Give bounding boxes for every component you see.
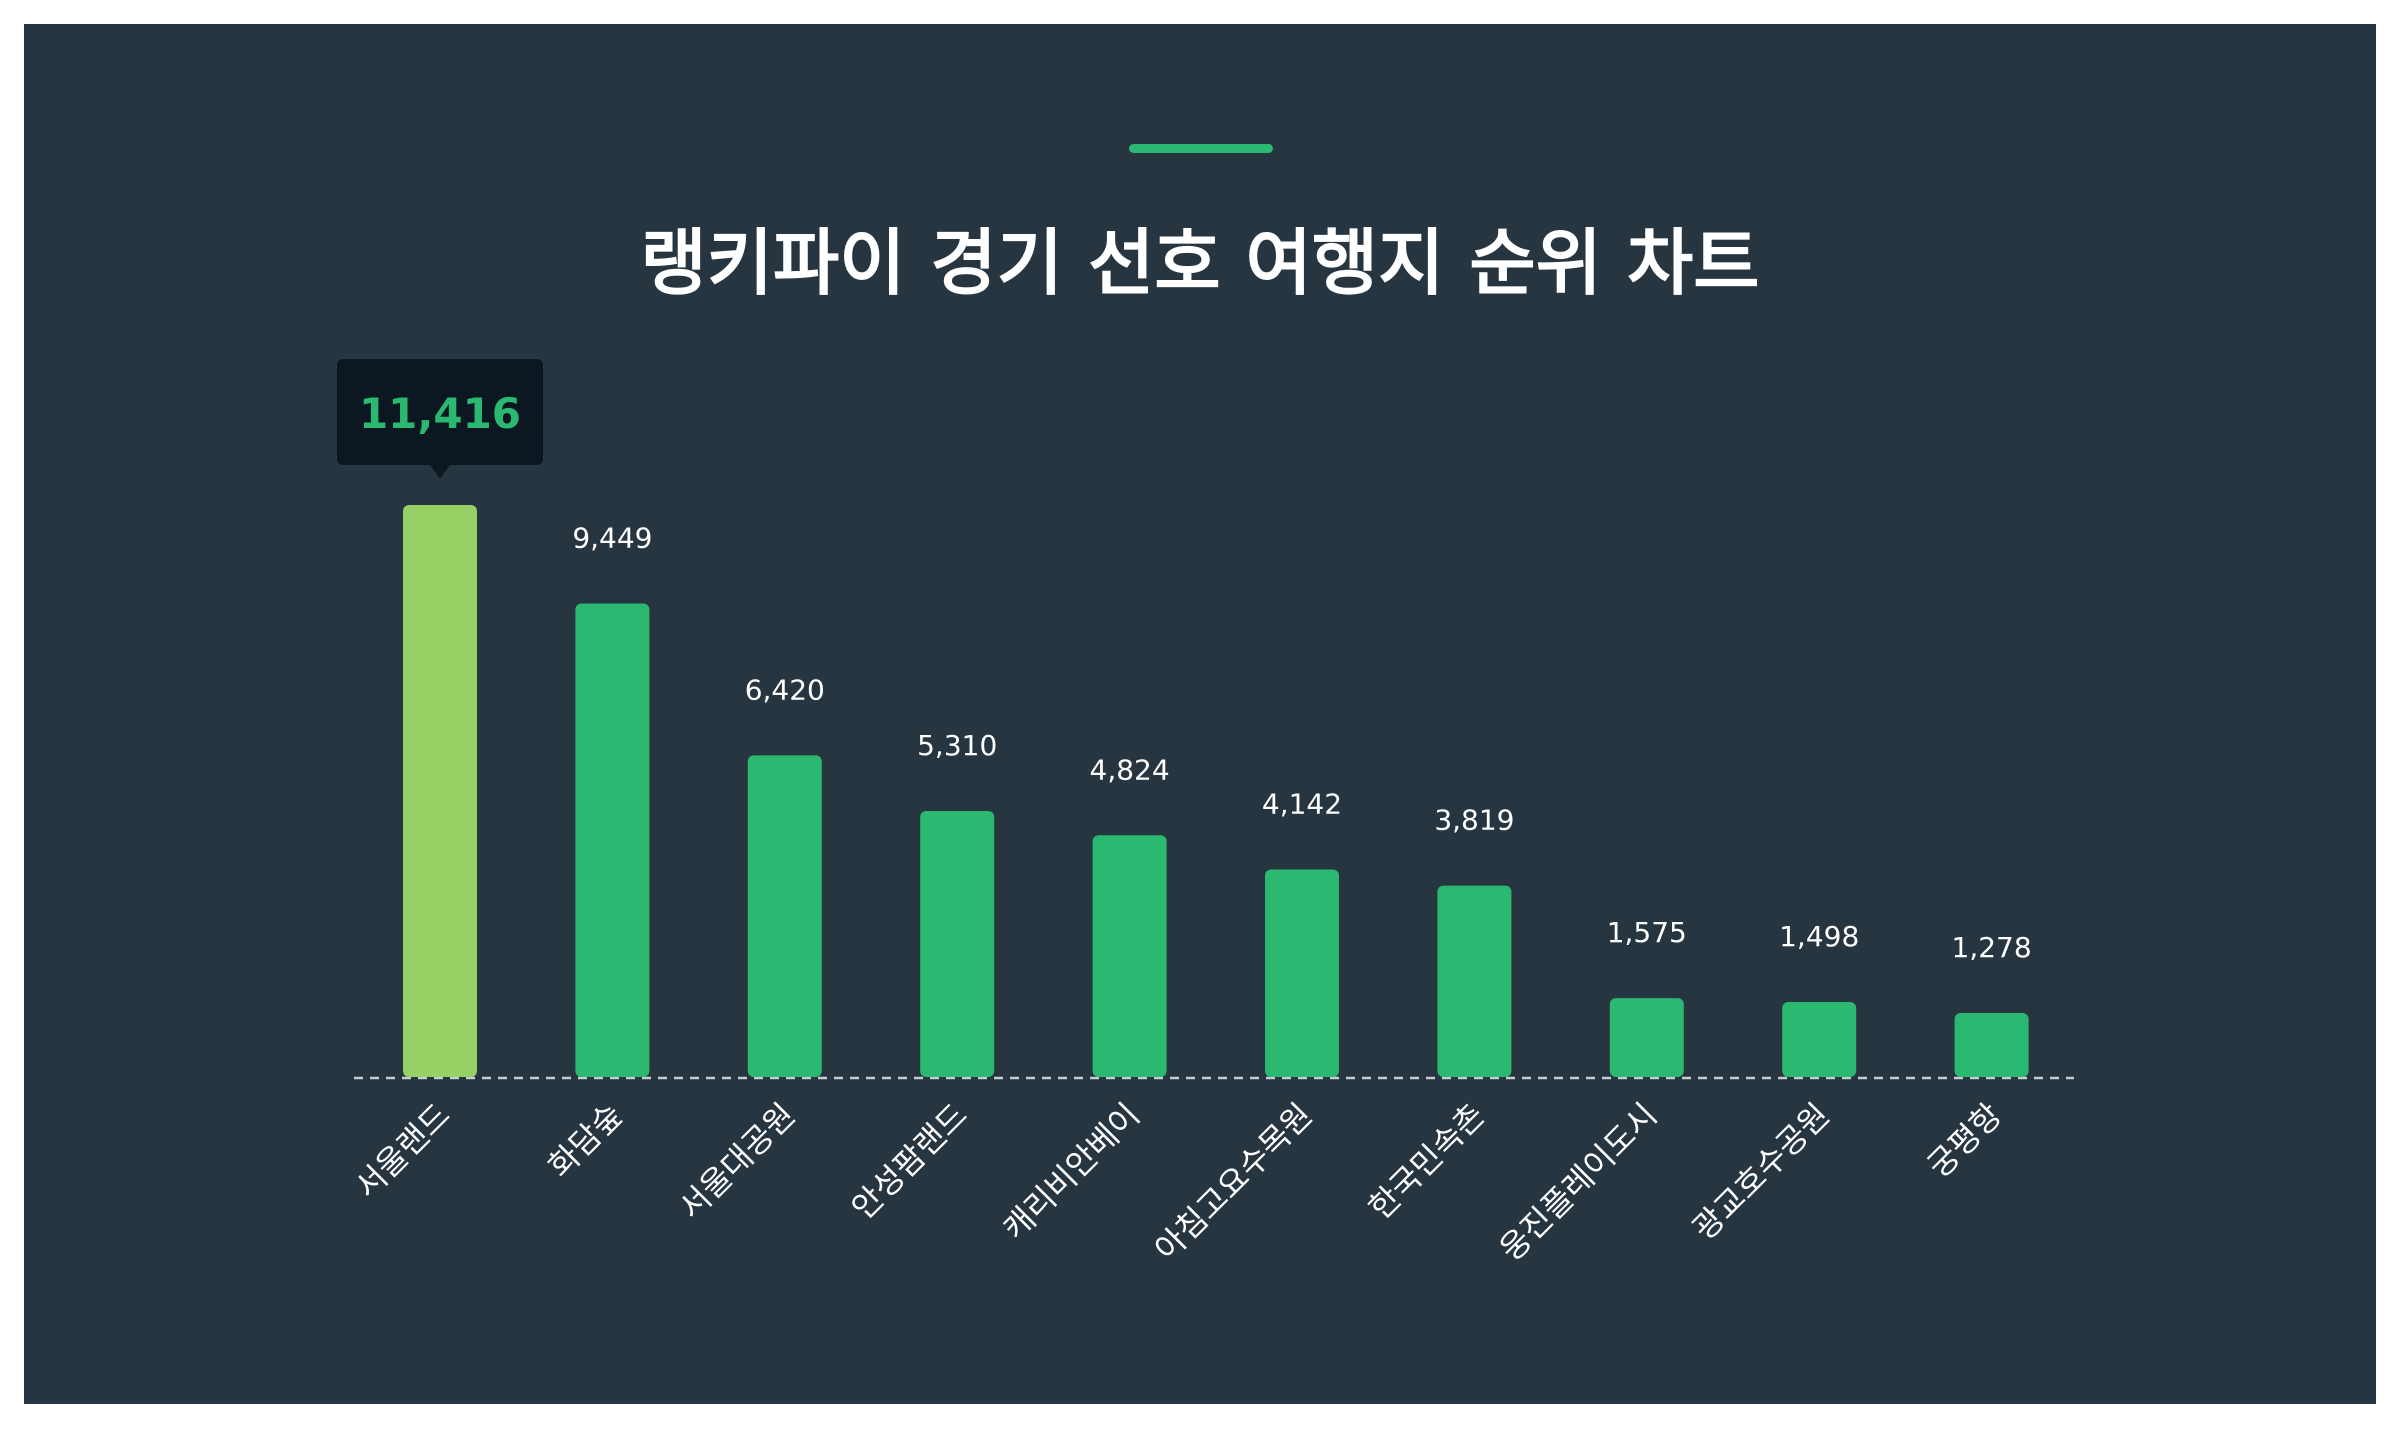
bar <box>1092 835 1167 1077</box>
bar <box>1609 998 1684 1077</box>
bar <box>1954 1012 2029 1077</box>
data-label: 11,416 <box>359 389 521 438</box>
data-label: 1,278 <box>1952 931 2032 964</box>
data-label: 5,310 <box>917 729 997 762</box>
data-label: 4,142 <box>1262 787 1342 820</box>
bar <box>1265 869 1339 1077</box>
tick-label: 서울랜드 <box>348 1096 458 1206</box>
data-label: 3,819 <box>1434 804 1514 837</box>
title-accent-bar <box>1129 144 1273 153</box>
bar <box>403 505 477 1077</box>
bar <box>575 603 650 1077</box>
tick-label: 광교호수공원 <box>1685 1096 1837 1248</box>
data-label: 6,420 <box>745 673 825 706</box>
data-label: 1,498 <box>1779 920 1859 953</box>
tick-label: 웅진플레이도시 <box>1492 1096 1665 1269</box>
bar <box>920 810 995 1077</box>
bar <box>1437 885 1512 1077</box>
bar <box>1782 1001 1857 1077</box>
data-label: 1,575 <box>1607 916 1687 949</box>
tick-label: 궁평항 <box>1920 1096 2009 1185</box>
value-tooltip <box>337 359 543 465</box>
tick-label: 서울대공원 <box>671 1096 802 1227</box>
tick-label: 한국민속촌 <box>1361 1096 1492 1227</box>
chart-title: 랭키파이 경기 선호 여행지 순위 차트 <box>640 221 1760 305</box>
bar <box>747 755 822 1077</box>
tick-label: 캐리비안베이 <box>995 1096 1147 1248</box>
tick-label: 안성팜랜드 <box>844 1096 975 1227</box>
data-label: 9,449 <box>572 522 652 555</box>
tick-label: 화담숲 <box>541 1096 630 1185</box>
data-label: 4,824 <box>1090 753 1170 786</box>
tick-label: 아침고요수목원 <box>1147 1096 1320 1269</box>
tooltip-pointer <box>430 465 450 479</box>
